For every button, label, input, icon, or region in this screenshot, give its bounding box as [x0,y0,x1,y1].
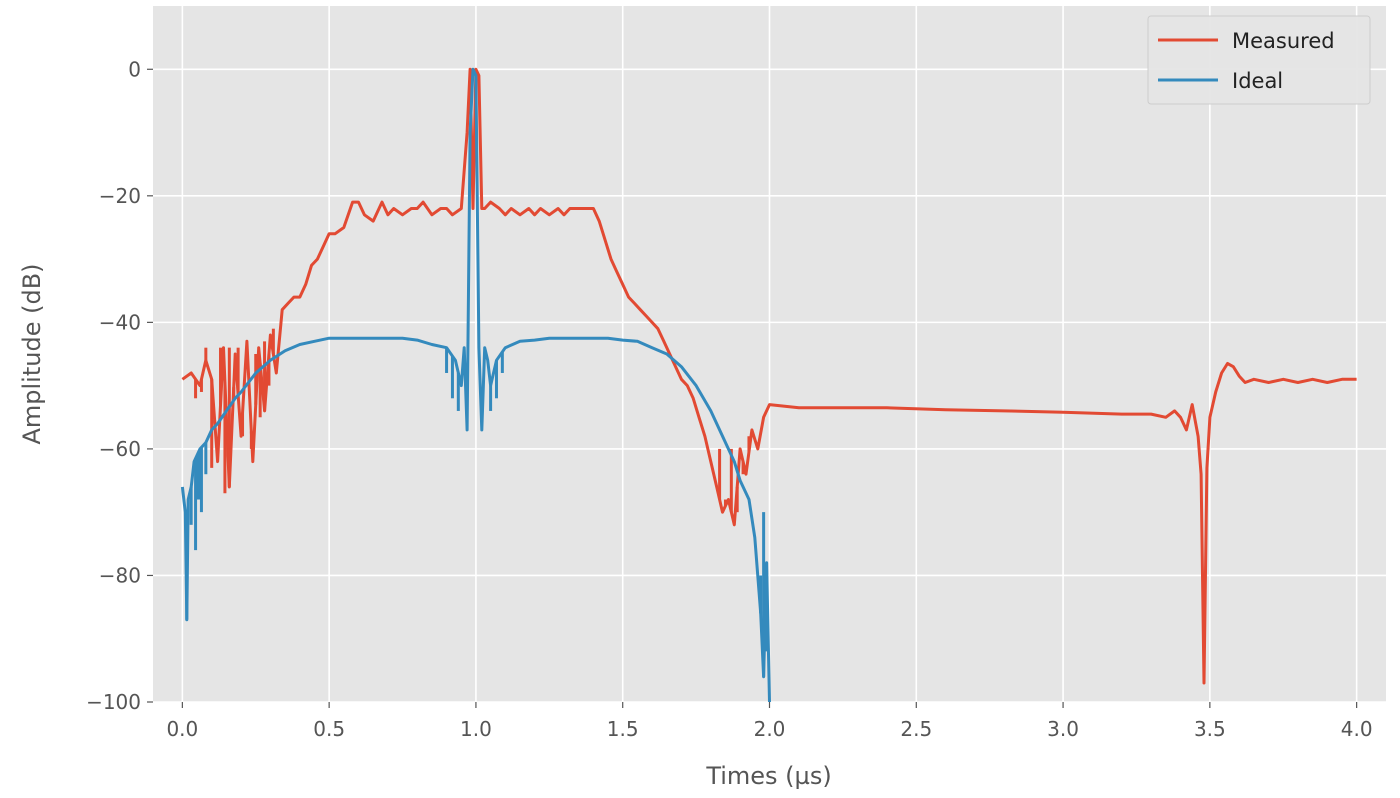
y-tick-label: 0 [128,57,141,81]
x-tick-label: 1.0 [460,717,492,741]
x-tick-label: 0.0 [166,717,198,741]
legend-label-ideal: Ideal [1232,69,1283,93]
series-line-ideal [180,67,771,703]
x-tick-label: 2.0 [754,717,786,741]
legend-box [1147,15,1371,105]
series-line-measured [181,67,1357,685]
y-axis-label: Amplitude (dB) [18,263,46,444]
y-tick-label: −100 [86,690,141,714]
legend-label-measured: Measured [1232,29,1335,53]
y-tick-label: −40 [99,310,141,334]
y-tick-label: −20 [99,184,141,208]
x-tick-label: 3.0 [1047,717,1079,741]
x-tick-label: 1.5 [607,717,639,741]
legend: Measured Ideal [1147,15,1371,105]
series-layer [180,67,1357,703]
y-tick-label: −60 [99,437,141,461]
x-tick-label: 0.5 [313,717,345,741]
x-tick-label: 4.0 [1341,717,1373,741]
y-tick-label: −80 [99,563,141,587]
x-axis-ticks: 0.0 0.5 1.0 1.5 2.0 2.5 3.0 3.5 4.0 [166,702,1373,741]
x-tick-label: 2.5 [900,717,932,741]
x-axis-label: Times (µs) [705,762,831,790]
x-tick-label: 3.5 [1194,717,1226,741]
y-axis-ticks: 0 −20 −40 −60 −80 −100 [86,57,153,714]
